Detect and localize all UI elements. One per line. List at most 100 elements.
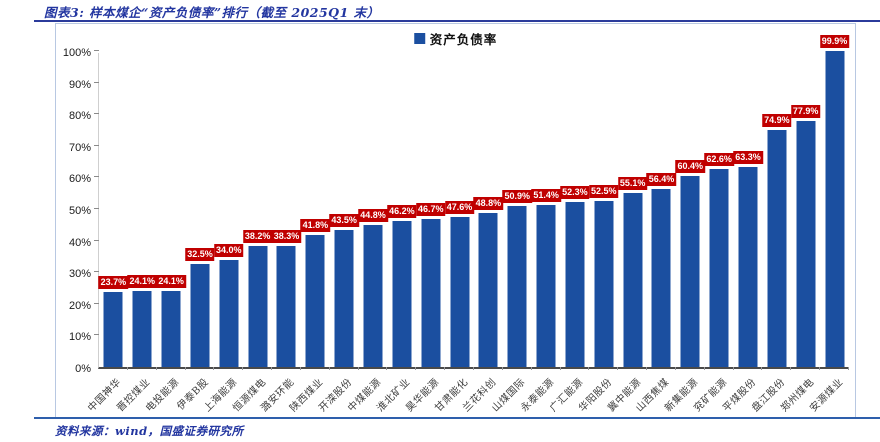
y-axis-tick-label: 60% (68, 173, 91, 186)
bar-value-label: 52.3% (560, 185, 590, 199)
x-axis-tick-mark (386, 367, 388, 370)
y-axis-tick-mark (94, 302, 99, 304)
bar-slot: 23.7% 中国神华 (87, 53, 129, 414)
bar (248, 246, 268, 367)
y-axis-tick-mark (94, 176, 99, 178)
y-axis-tick-mark (94, 334, 99, 336)
bar (565, 201, 585, 367)
x-axis-tick-mark (530, 367, 532, 370)
bar-slot: 55.1% 冀中能源 (606, 53, 648, 414)
x-axis-tick-mark (559, 367, 561, 370)
y-axis-tick-mark (94, 208, 99, 209)
title-divider-rule (34, 20, 880, 22)
bar-slot: 46.2% 淮北矿业 (375, 53, 417, 414)
bar-value-label: 46.7% (415, 203, 446, 217)
y-axis-tick-mark (94, 239, 99, 241)
y-axis-tick-label: 30% (68, 268, 91, 281)
bar-slot: 63.3% 平煤股份 (721, 53, 763, 414)
bar-value-label: 41.8% (300, 218, 331, 232)
x-axis-tick-mark (299, 367, 301, 370)
x-axis-tick-mark (588, 367, 590, 370)
bar-value-label: 23.7% (98, 276, 129, 290)
y-axis-tick-label: 50% (68, 205, 91, 217)
bar-slot: 51.4% 永泰能源 (519, 53, 561, 414)
y-axis-tick-label: 70% (68, 141, 91, 154)
bar-series: 23.7% 中国神华 24.1% 晋控煤业 24.1% 电投能源 32.5% 伊泰B股 34.0… (87, 35, 850, 414)
y-axis-tick-label: 80% (68, 110, 91, 123)
bar (738, 166, 758, 367)
bar (305, 234, 325, 367)
bar-value-label: 24.1% (127, 274, 158, 288)
bar-slot: 47.6% 甘肃能化 (433, 53, 475, 414)
bar (103, 292, 123, 367)
bar-value-label: 55.1% (617, 176, 648, 190)
bar-slot: 24.1% 电投能源 (144, 53, 186, 414)
y-axis-tick-mark (94, 144, 99, 146)
bar (536, 204, 556, 367)
bar-value-label: 44.8% (358, 209, 388, 223)
x-axis-tick-mark (847, 367, 849, 370)
footer-divider-rule (34, 417, 880, 419)
bar-slot: 38.3% 潞安环能 (260, 53, 302, 414)
bar-value-label: 63.3% (733, 150, 763, 164)
bar (796, 120, 816, 367)
bar (623, 192, 643, 367)
x-axis-tick-mark (703, 367, 705, 370)
bar-slot: 77.9% 郑州煤电 (779, 53, 821, 414)
y-axis-tick-mark (94, 113, 99, 115)
x-axis-tick-mark (242, 367, 244, 370)
x-axis-tick-mark (472, 367, 474, 370)
x-axis-tick-mark (732, 367, 734, 370)
source-note: 资料来源：wind，国盛证券研究所 (55, 424, 244, 438)
bar (132, 290, 152, 367)
bar-slot: 60.4% 新集能源 (663, 53, 706, 414)
bar-slot: 46.7% 昊华能源 (404, 53, 446, 414)
x-axis-tick-mark (328, 367, 330, 370)
x-axis-tick-mark (444, 367, 446, 370)
x-axis-tick-mark (415, 367, 417, 370)
bar-value-label: 38.2% (242, 230, 273, 244)
bar (507, 206, 527, 367)
bar (334, 229, 354, 367)
bar-value-label: 46.2% (387, 205, 417, 219)
bar-value-label: 74.9% (762, 114, 792, 128)
bar-value-label: 38.3% (271, 229, 302, 243)
y-axis-tick-label: 100% (62, 47, 91, 59)
bar-slot: 38.2% 恒源煤电 (231, 53, 273, 414)
y-axis-tick-mark (94, 81, 99, 83)
bar-value-label: 51.4% (531, 188, 561, 202)
bar-value-label: 43.5% (329, 213, 359, 227)
legend-label: 资产负债率 (429, 32, 498, 47)
x-axis-tick-mark (271, 367, 273, 370)
bar (680, 176, 700, 367)
bar (421, 219, 441, 367)
bar-value-label: 48.8% (473, 196, 504, 210)
bar-value-label: 24.1% (156, 274, 186, 288)
x-axis-tick-mark (357, 367, 359, 370)
y-axis-tick-label: 20% (68, 299, 91, 312)
plot-area: 23.7% 中国神华 24.1% 晋控煤业 24.1% 电投能源 32.5% 伊泰B股 34.0… (87, 35, 850, 414)
x-axis-tick-mark (501, 367, 503, 370)
bar-slot: 52.5% 华阳股份 (577, 53, 619, 414)
x-axis-tick-mark (184, 367, 186, 370)
chart-legend: 资产负债率 (413, 29, 498, 48)
bar-value-label: 62.6% (704, 153, 734, 167)
bar (450, 216, 470, 367)
x-axis-tick-mark (213, 367, 215, 370)
x-axis-tick-mark (155, 367, 157, 370)
bar-slot: 43.5% 开滦股份 (317, 53, 359, 414)
bar-slot: 99.9% 安源煤业 (808, 35, 850, 414)
bar-slot: 24.1% 晋控煤业 (115, 53, 158, 414)
x-axis-tick-mark (819, 367, 821, 370)
bar-value-label: 50.9% (502, 190, 532, 204)
x-axis-tick-mark (674, 367, 676, 370)
bar (161, 290, 181, 367)
legend-swatch-icon (413, 33, 425, 44)
y-axis-tick-mark (94, 50, 99, 51)
x-axis-tick-mark (790, 367, 792, 370)
bar-slot: 62.6% 兖矿能源 (692, 53, 734, 414)
bar (392, 221, 412, 367)
bar-value-label: 77.9% (790, 104, 821, 118)
bar-value-label: 99.9% (819, 35, 850, 49)
